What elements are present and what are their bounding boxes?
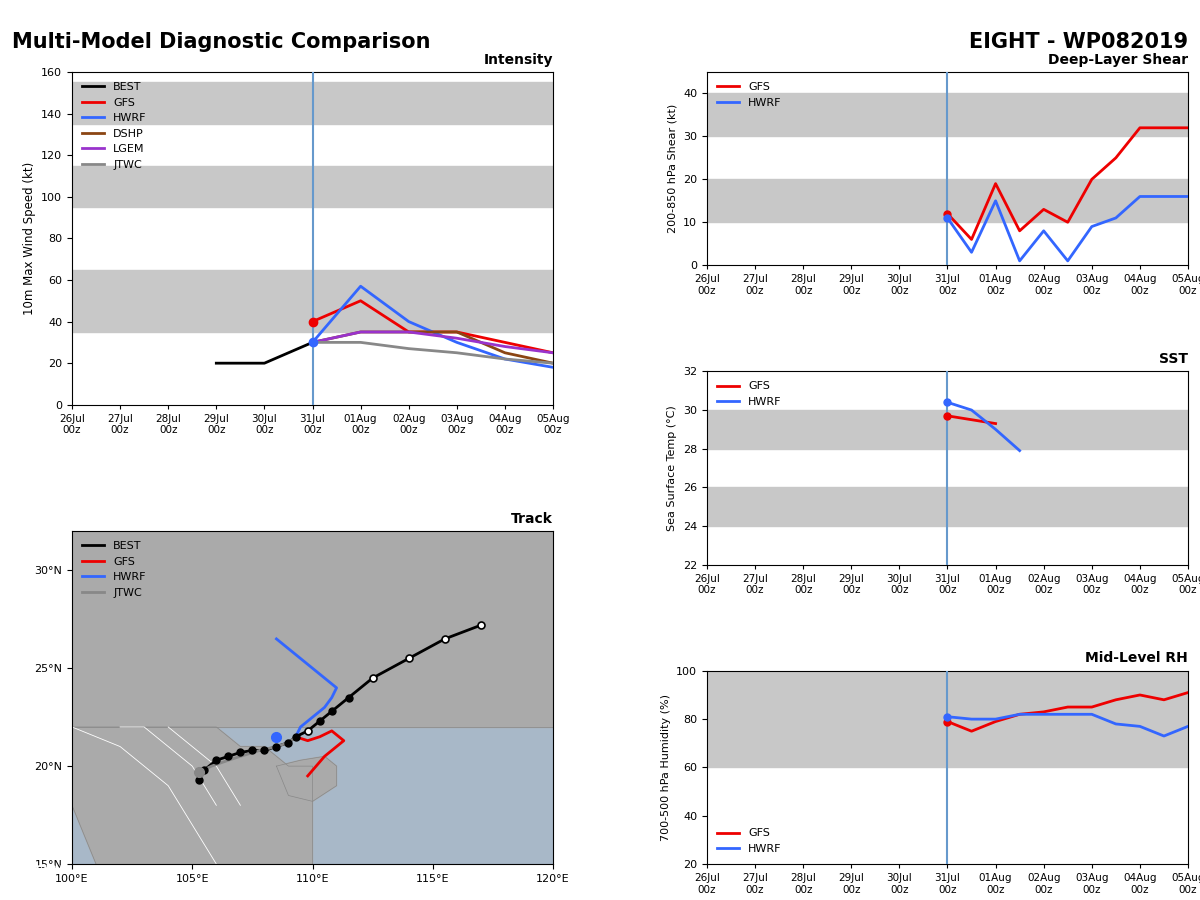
- Legend: BEST, GFS, HWRF, JTWC: BEST, GFS, HWRF, JTWC: [78, 536, 151, 602]
- Legend: GFS, HWRF: GFS, HWRF: [713, 77, 786, 112]
- Bar: [707, 179, 1188, 222]
- Text: EIGHT - WP082019: EIGHT - WP082019: [968, 32, 1188, 51]
- Polygon shape: [72, 531, 553, 727]
- Bar: [72, 83, 553, 124]
- Bar: [707, 487, 1188, 526]
- Y-axis label: 10m Max Wind Speed (kt): 10m Max Wind Speed (kt): [23, 162, 36, 315]
- Bar: [72, 166, 553, 207]
- Polygon shape: [276, 756, 336, 801]
- Legend: BEST, GFS, HWRF, DSHP, LGEM, JTWC: BEST, GFS, HWRF, DSHP, LGEM, JTWC: [78, 77, 151, 175]
- Y-axis label: 700-500 hPa Humidity (%): 700-500 hPa Humidity (%): [661, 694, 671, 841]
- Bar: [707, 719, 1188, 768]
- Polygon shape: [72, 727, 312, 900]
- Bar: [707, 94, 1188, 137]
- Polygon shape: [553, 659, 596, 727]
- Text: Deep-Layer Shear: Deep-Layer Shear: [1048, 53, 1188, 67]
- Bar: [72, 270, 553, 332]
- Text: Intensity: Intensity: [484, 53, 553, 67]
- Legend: GFS, HWRF: GFS, HWRF: [713, 377, 786, 411]
- Text: Mid-Level RH: Mid-Level RH: [1085, 652, 1188, 665]
- Legend: GFS, HWRF: GFS, HWRF: [713, 824, 786, 859]
- Text: Track: Track: [511, 512, 553, 526]
- Y-axis label: 200-850 hPa Shear (kt): 200-850 hPa Shear (kt): [667, 104, 678, 233]
- Text: Multi-Model Diagnostic Comparison: Multi-Model Diagnostic Comparison: [12, 32, 431, 51]
- Bar: [707, 670, 1188, 719]
- Bar: [707, 410, 1188, 449]
- Text: CIRA: CIRA: [35, 864, 67, 878]
- Text: SST: SST: [1159, 352, 1188, 366]
- Y-axis label: Sea Surface Temp (°C): Sea Surface Temp (°C): [667, 405, 678, 531]
